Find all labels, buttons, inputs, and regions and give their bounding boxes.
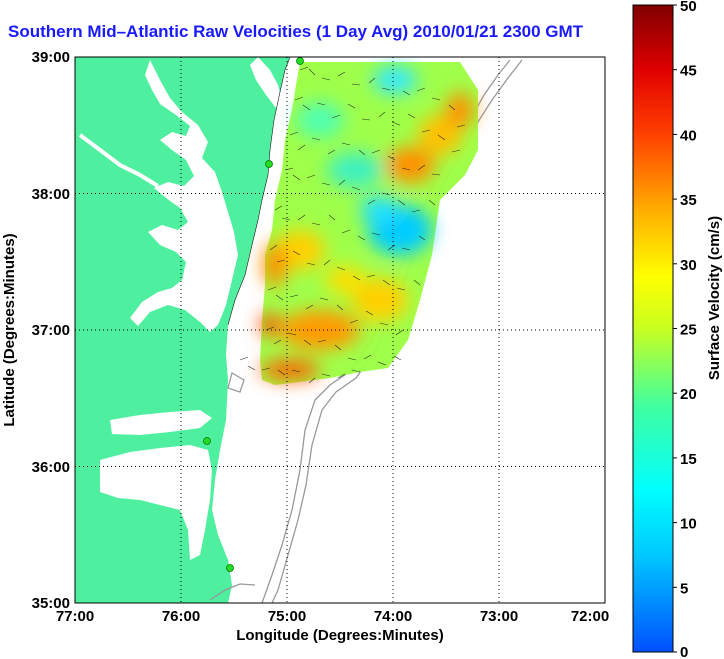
colorbar-tick: 50 <box>680 0 697 15</box>
station-marker <box>296 57 304 65</box>
colorbar-tick: 45 <box>680 63 697 80</box>
delmarva-coast <box>227 57 291 326</box>
chesapeake-bay <box>130 60 238 332</box>
colorbar-tick: 0 <box>680 644 688 659</box>
x-axis-ticks: 77:00 76:00 75:00 74:00 73:00 72:00 <box>56 608 609 625</box>
hf-radar-stations <box>203 57 304 572</box>
y-tick-label: 35:00 <box>32 595 70 612</box>
station-marker <box>226 564 234 572</box>
y-tick-label: 36:00 <box>32 459 70 476</box>
x-axis-label: Longitude (Degrees:Minutes) <box>236 627 444 644</box>
colorbar-gradient <box>632 4 674 653</box>
station-marker <box>265 160 273 168</box>
velocity-field <box>239 62 478 385</box>
colorbar-tick: 25 <box>680 322 697 339</box>
y-tick-label: 39:00 <box>32 49 70 66</box>
chart-title: Southern Mid–Atlantic Raw Velocities (1 … <box>8 22 584 41</box>
velocity-arrows <box>239 66 466 384</box>
plot-frame <box>74 56 606 604</box>
colorbar: 50 45 40 35 30 25 20 15 10 5 0 Surface V… <box>632 0 723 659</box>
colorbar-tick: 10 <box>680 516 697 533</box>
y-axis-ticks: 39:00 38:00 37:00 36:00 35:00 <box>32 49 70 612</box>
station-marker <box>203 437 211 445</box>
x-tick-label: 76:00 <box>162 608 200 625</box>
colorbar-label: Surface Velocity (cm/s) <box>706 216 723 380</box>
potomac-river <box>78 133 160 188</box>
x-tick-label: 72:00 <box>571 608 609 625</box>
colorbar-tick: 30 <box>680 257 697 274</box>
colorbar-tick: 20 <box>680 386 697 403</box>
delaware-bay <box>250 57 282 108</box>
x-tick-label: 75:00 <box>268 608 306 625</box>
colorbar-tick: 40 <box>680 127 697 144</box>
albemarle-sound <box>110 410 212 435</box>
gridlines <box>75 57 605 603</box>
colorbar-tick: 15 <box>680 451 697 468</box>
y-axis-label: Latitude (Degrees:Minutes) <box>1 233 18 426</box>
y-tick-label: 38:00 <box>32 186 70 203</box>
colorbar-tick: 5 <box>680 580 688 597</box>
pamlico-sound <box>100 445 212 560</box>
x-tick-label: 73:00 <box>480 608 518 625</box>
x-tick-label: 74:00 <box>374 608 412 625</box>
y-tick-label: 37:00 <box>32 322 70 339</box>
x-tick-label: 77:00 <box>56 608 94 625</box>
colorbar-tick: 35 <box>680 192 697 209</box>
